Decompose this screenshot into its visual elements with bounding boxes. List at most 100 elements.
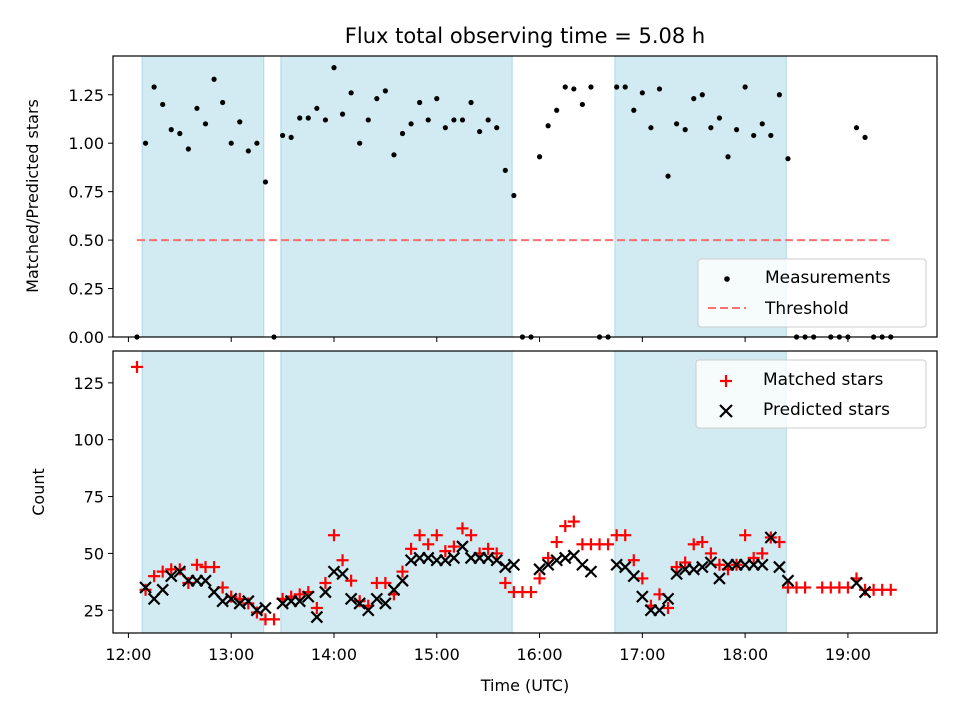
top-y-tick-label: 0.75 <box>68 183 104 202</box>
bottom-matched-point <box>884 583 897 596</box>
bottom-matched-point <box>430 529 443 542</box>
predicted-point-b <box>627 569 641 583</box>
bottom-y-tick-label: 25 <box>84 601 104 620</box>
top-measurement-point <box>220 99 226 106</box>
bottom-predicted-point <box>636 590 649 603</box>
predicted-point-b <box>755 558 769 572</box>
bottom-matched-point <box>208 561 221 574</box>
top-measurement-point <box>382 88 388 94</box>
bottom-y-tick-label: 100 <box>73 431 104 450</box>
top-measurement-point <box>502 167 508 173</box>
top-measurement-point <box>339 111 346 117</box>
top-measurement-point <box>245 148 251 154</box>
predicted-point-b <box>696 560 709 574</box>
predicted-point-b <box>404 553 418 567</box>
predicted-point-b <box>199 574 212 587</box>
bottom-predicted-point <box>661 592 675 606</box>
top-measurement-point <box>237 119 243 125</box>
bottom-matched-point <box>499 576 512 589</box>
top-measurement-point <box>185 146 191 152</box>
bottom-matched-point <box>242 597 255 610</box>
predicted-point-b <box>344 592 358 606</box>
top-measurement-point <box>160 101 166 108</box>
top-measurement-point <box>862 134 868 140</box>
top-measurement-point <box>202 121 209 127</box>
top-measurement-point <box>357 140 363 146</box>
bottom-matched-point <box>627 554 640 567</box>
predicted-point-b <box>490 553 504 567</box>
bottom-observing-window-1 <box>280 350 513 634</box>
predicted-point-b <box>447 551 461 565</box>
top-measurement-point <box>554 107 560 113</box>
top-measurement-point <box>348 90 354 96</box>
top-y-axis-title: Matched/Predicted stars <box>23 99 42 293</box>
top-measurement-point <box>228 140 234 146</box>
predicted-point-b <box>361 603 375 617</box>
x-tick-label: 14:00 <box>311 645 357 664</box>
top-measurement-point <box>631 107 637 113</box>
bottom-predicted-point <box>396 574 409 587</box>
top-measurement-point <box>656 86 663 92</box>
bottom-matched-point <box>524 586 537 599</box>
bottom-matched-point <box>310 601 323 614</box>
top-measurement-point <box>699 92 705 98</box>
top-y-tick-label: 1.00 <box>68 134 104 153</box>
predicted-point-b <box>558 551 572 565</box>
bottom-y-tick-label: 75 <box>84 488 104 507</box>
bottom-predicted-point <box>773 560 786 574</box>
predicted-point-b <box>533 563 546 576</box>
top-measurement-point <box>408 121 414 127</box>
bottom-predicted-point <box>713 572 726 585</box>
bottom-predicted-point <box>541 558 555 572</box>
predicted-point-b <box>302 590 315 603</box>
predicted-point-b <box>224 592 238 606</box>
bottom-matched-point <box>173 563 186 576</box>
bottom-predicted-point <box>344 592 358 606</box>
predicted-point-b <box>370 592 384 606</box>
bottom-matched-point <box>465 529 478 542</box>
top-measurement-point <box>365 117 371 123</box>
bottom-predicted-point <box>336 567 349 581</box>
top-measurement-point <box>511 192 517 199</box>
top-measurement-point <box>665 173 671 179</box>
bottom-predicted-point <box>507 558 521 572</box>
predicted-point-b <box>541 558 555 572</box>
bottom-predicted-point <box>199 574 212 587</box>
top-measurement-point <box>434 96 440 102</box>
legend-bottom-box <box>695 359 927 429</box>
top-measurement-point <box>262 179 269 185</box>
top-measurement-point <box>716 115 723 121</box>
bottom-matched-point <box>687 538 700 551</box>
x-tick-label: 12:00 <box>105 645 151 664</box>
bottom-predicted-point <box>139 581 152 594</box>
bottom-predicted-point <box>164 569 178 583</box>
predicted-point-b <box>781 574 795 587</box>
predicted-point-b <box>156 583 169 597</box>
top-measurement-point <box>279 132 286 139</box>
top-measurement-point <box>733 127 740 133</box>
chart-title: Flux total observing time = 5.08 h <box>345 24 705 48</box>
top-measurement-point <box>468 99 474 106</box>
x-tick-label: 19:00 <box>825 645 871 664</box>
bottom-predicted-point <box>224 592 238 606</box>
bottom-matched-point <box>327 529 340 542</box>
predicted-point-b <box>704 556 718 569</box>
top-measurement-point <box>425 117 431 123</box>
bottom-matched-point <box>345 574 358 587</box>
legend-measurements-label: Measurements <box>765 268 891 288</box>
predicted-point-b <box>850 576 863 590</box>
legend-top-box <box>697 258 927 328</box>
top-measurement-point <box>682 127 688 133</box>
bottom-predicted-point <box>370 592 384 606</box>
bottom-predicted-point <box>858 585 872 599</box>
x-tick-label: 17:00 <box>619 645 665 664</box>
bottom-predicted-point <box>302 590 315 603</box>
bottom-matched-point <box>396 565 409 578</box>
top-measurement-point <box>151 84 157 90</box>
bottom-matched-point <box>550 536 563 549</box>
top-measurement-point <box>168 127 174 133</box>
x-tick-label: 13:00 <box>208 645 254 664</box>
top-plot-frame <box>112 55 938 338</box>
legend-matched-marker <box>720 375 732 387</box>
